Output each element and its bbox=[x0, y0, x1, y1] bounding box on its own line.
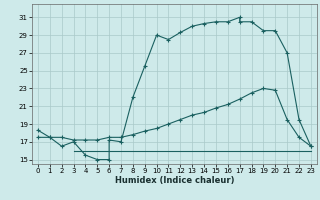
X-axis label: Humidex (Indice chaleur): Humidex (Indice chaleur) bbox=[115, 176, 234, 185]
